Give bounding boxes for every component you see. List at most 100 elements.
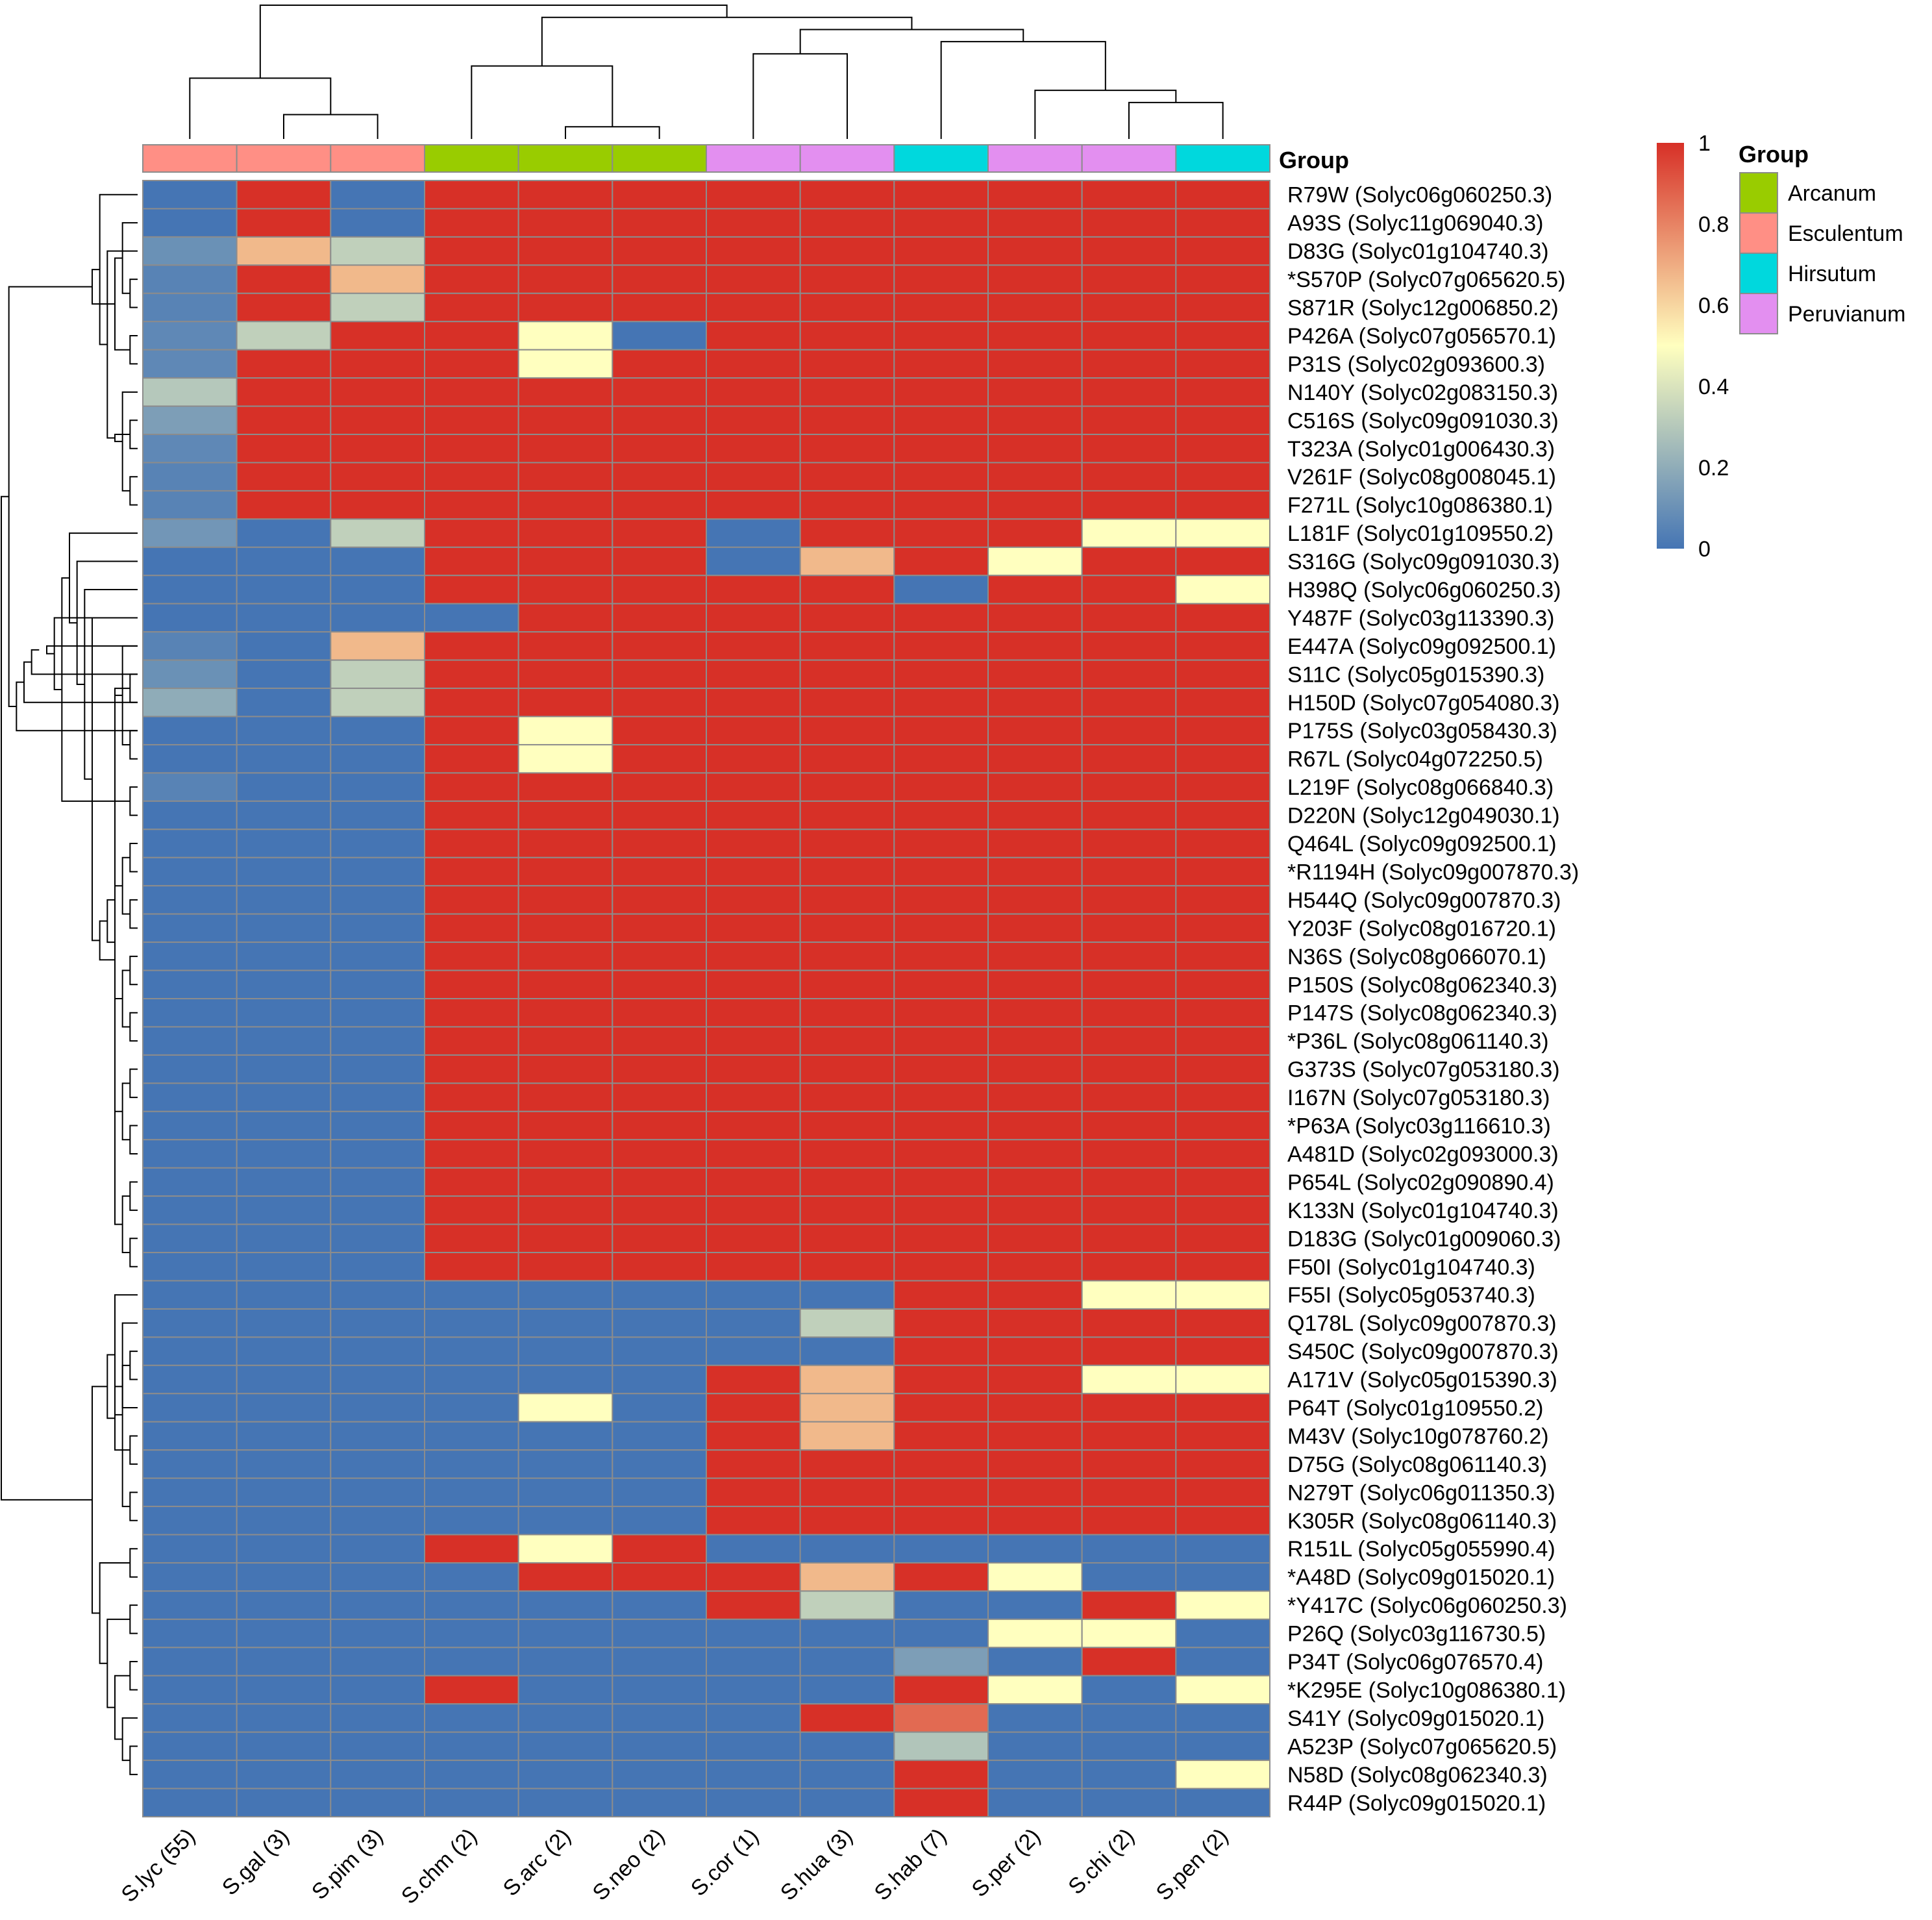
heatmap-cell (706, 490, 801, 520)
row-label: E447A (Solyc09g092500.1) (1287, 634, 1556, 659)
heatmap-cell (517, 772, 613, 802)
heatmap-cell (612, 1393, 707, 1423)
heatmap-cell (517, 1252, 613, 1282)
heatmap-cell (1175, 913, 1271, 943)
heatmap-cell (330, 462, 426, 492)
heatmap-cell (330, 603, 426, 633)
heatmap-cell (517, 1675, 613, 1705)
column-dendrogram-branch (471, 65, 613, 139)
heatmap-cell (612, 349, 707, 379)
heatmap-cell (142, 1675, 238, 1705)
heatmap-cell (424, 688, 519, 717)
heatmap-cell (1081, 1647, 1177, 1677)
heatmap-cell (517, 885, 613, 915)
heatmap-cell (987, 969, 1083, 1000)
heatmap-cell (142, 743, 238, 774)
heatmap-cell (424, 1054, 519, 1084)
annotation-cell (1081, 144, 1177, 173)
heatmap-cell (424, 1477, 519, 1508)
row-dendrogram-branch (129, 1012, 138, 1042)
heatmap-cell (424, 1026, 519, 1056)
heatmap-cell (1081, 800, 1177, 830)
heatmap-cell (424, 1082, 519, 1112)
heatmap-cell (330, 518, 426, 548)
heatmap-cell (1081, 208, 1177, 238)
heatmap-cell (706, 998, 801, 1028)
heatmap-cell (517, 1449, 613, 1479)
heatmap-cell (799, 856, 895, 887)
heatmap-cell (799, 1731, 895, 1762)
heatmap-cell (142, 321, 238, 351)
heatmap-cell (330, 856, 426, 887)
heatmap-cell (424, 856, 519, 887)
heatmap-cell (424, 1562, 519, 1592)
row-label: N140Y (Solyc02g083150.3) (1287, 380, 1558, 405)
row-dendrogram-branch (114, 1294, 138, 1415)
row-dendrogram-branch (106, 1618, 130, 1708)
heatmap-cell (142, 716, 238, 745)
heatmap-cell (612, 885, 707, 915)
heatmap-cells (142, 180, 1271, 1818)
heatmap-cell (330, 716, 426, 745)
heatmap-cell (893, 1195, 989, 1225)
heatmap-cell (799, 1506, 895, 1536)
row-dendrogram-branch (129, 1351, 138, 1380)
heatmap-cell (893, 434, 989, 464)
heatmap-cell (236, 998, 332, 1028)
heatmap-cell (517, 575, 613, 605)
heatmap-cell (330, 1110, 426, 1141)
row-dendrogram-branch (99, 920, 115, 961)
row-dendrogram-branch (129, 1745, 138, 1775)
heatmap-cell (517, 490, 613, 520)
heatmap-cell (706, 546, 801, 577)
heatmap-cell (236, 490, 332, 520)
heatmap-cell (706, 1139, 801, 1169)
heatmap-cell (706, 264, 801, 294)
heatmap-cell (424, 1449, 519, 1479)
heatmap-cell (799, 292, 895, 323)
column-dendrogram-branch (189, 77, 332, 139)
heatmap-cell (612, 1618, 707, 1649)
heatmap-cell (987, 236, 1083, 266)
heatmap-cell (236, 913, 332, 943)
heatmap-cell (706, 969, 801, 1000)
heatmap-cell (517, 462, 613, 492)
heatmap-cell (706, 1449, 801, 1479)
heatmap-cell (799, 603, 895, 633)
heatmap-cell (893, 1252, 989, 1282)
heatmap-cell (1175, 800, 1271, 830)
heatmap-cell (893, 885, 989, 915)
heatmap-cell (236, 1449, 332, 1479)
heatmap-cell (1175, 1252, 1271, 1282)
heatmap-cell (799, 969, 895, 1000)
heatmap-cell (612, 1026, 707, 1056)
heatmap-cell (236, 941, 332, 971)
heatmap-cell (142, 1534, 238, 1564)
heatmap-cell (612, 1223, 707, 1254)
heatmap-cell (142, 1506, 238, 1536)
heatmap-cell (893, 716, 989, 745)
heatmap-cell (1175, 1618, 1271, 1649)
row-label: P26Q (Solyc03g116730.5) (1287, 1622, 1546, 1647)
column-label: S.pim (3) (307, 1824, 388, 1904)
heatmap-cell (612, 575, 707, 605)
heatmap-cell (424, 1139, 519, 1169)
heatmap-cell (142, 659, 238, 690)
heatmap-cell (987, 631, 1083, 661)
annotation-cell (799, 144, 895, 173)
heatmap-cell (236, 1280, 332, 1310)
heatmap-cell (236, 1110, 332, 1141)
heatmap-cell (987, 1647, 1083, 1677)
heatmap-cell (517, 1477, 613, 1508)
heatmap-cell (330, 264, 426, 294)
row-dendrogram-branch (121, 1717, 138, 1762)
row-dendrogram-branch (129, 334, 138, 365)
heatmap-cell (893, 772, 989, 802)
annotation-cell (706, 144, 801, 173)
heatmap-cell (612, 1139, 707, 1169)
heatmap-cell (142, 1195, 238, 1225)
heatmap-cell (706, 1336, 801, 1366)
heatmap-cell (236, 1506, 332, 1536)
heatmap-cell (1081, 1788, 1177, 1818)
heatmap-cell (517, 688, 613, 717)
